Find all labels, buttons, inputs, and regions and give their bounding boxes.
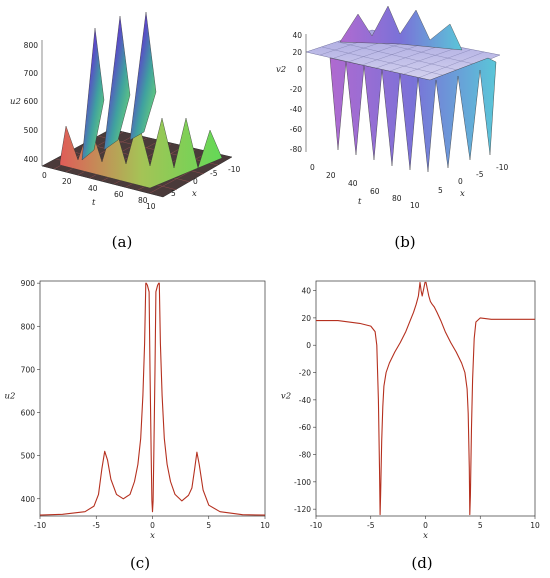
panel-d-y-tick-label: -80 <box>299 451 311 460</box>
panel-d-y-tick-label: -100 <box>294 478 311 487</box>
panel-c-y-tick-label: 400 <box>21 495 36 504</box>
panel-a-x-label: x <box>192 189 197 199</box>
panel-c-y-tick-label: 600 <box>21 409 36 418</box>
panel-c-y-axis-label: u2 <box>5 392 16 402</box>
panel-b-z-tick: 0 <box>297 65 302 74</box>
panel-b-z-tick: -40 <box>290 105 302 114</box>
panel-b-z-tick: -80 <box>290 145 302 154</box>
panel-d-x-tick-label: -5 <box>367 521 375 530</box>
panel-b-t-tick: 60 <box>370 187 380 196</box>
caption-d: (d) <box>411 554 432 572</box>
panel-b-t-tick: 80 <box>392 194 402 203</box>
panel-b-t-ticks: 0 20 40 60 80 <box>310 163 402 203</box>
panel-a-z-ticks: 400 500 600 700 800 <box>24 41 39 164</box>
panel-b-z-tick: -20 <box>290 85 302 94</box>
panel-d-line-plot: -10 -5 0 5 10 40 20 0 -20 -40 -60 -80 -100 -120 x v2 <box>281 280 540 541</box>
panel-d-series-line <box>316 281 535 516</box>
panel-d-y-tick-label: 40 <box>301 287 311 296</box>
panel-a-t-tick: 40 <box>88 184 98 193</box>
panel-b-x-tick: 10 <box>410 201 420 210</box>
panel-b-z-tick: 40 <box>292 31 302 40</box>
panel-a-t-tick: 0 <box>42 171 47 180</box>
panel-b-t-tick: 0 <box>310 163 315 172</box>
panel-c-y-tick-label: 500 <box>21 452 36 461</box>
panel-d-x-axis-label: x <box>423 531 428 541</box>
panel-b-z-ticks: 40 20 0 -20 -40 -60 -80 <box>290 31 302 154</box>
panel-a-t-ticks: 0 20 40 60 80 <box>42 171 148 205</box>
panel-a-x-tick: 0 <box>193 177 198 186</box>
panel-b-curtain <box>329 57 497 173</box>
panel-a-t-tick: 20 <box>62 177 72 186</box>
panel-c-y-tick-label: 700 <box>21 365 36 374</box>
panel-a-spike-3 <box>129 11 157 141</box>
panel-b-x-ticks: 10 5 0 -5 -10 <box>410 163 508 210</box>
panel-a-spike-2 <box>103 15 131 151</box>
panel-d-x-tick-label: 5 <box>478 521 483 530</box>
panel-d-y-tick-label: -40 <box>299 396 311 405</box>
panel-b-x-label: x <box>460 189 465 199</box>
panel-c-x-tick-label: 5 <box>206 521 211 530</box>
panel-a-z-tick: 700 <box>24 69 39 78</box>
caption-a: (a) <box>112 233 133 251</box>
panel-a-surface-plot: 400 500 600 700 800 u2 0 20 40 60 80 t 1… <box>10 11 240 211</box>
panel-b-t-label: t <box>358 197 362 207</box>
panel-d-y-tick-label: -20 <box>299 369 311 378</box>
panel-d-y-tick-label: 20 <box>301 314 311 323</box>
caption-c: (c) <box>130 554 150 572</box>
panel-c-line-plot: -10 -5 0 5 10 400 500 600 700 800 900 x u2 <box>5 279 270 541</box>
panel-a-z-tick: 800 <box>24 41 39 50</box>
panel-d-y-tick-label: 0 <box>306 341 311 350</box>
panel-d-x-tick-label: 10 <box>530 521 540 530</box>
panel-a-x-ticks: 10 5 0 -5 -10 <box>146 165 240 211</box>
panel-b-peaks <box>339 5 463 51</box>
panel-c-x-tick-label: -5 <box>93 521 101 530</box>
caption-b: (b) <box>394 233 415 251</box>
panel-c-series-line <box>39 282 266 516</box>
panel-a-x-tick: -5 <box>210 169 218 178</box>
panel-a-x-tick: 5 <box>171 189 176 198</box>
panel-b-z-tick: -60 <box>290 125 302 134</box>
panel-b-surface-plot: 40 20 0 -20 -40 -60 -80 v2 0 20 40 60 80… <box>276 5 508 210</box>
panel-b-z-label: v2 <box>276 65 286 75</box>
panel-b-x-tick: 0 <box>458 177 463 186</box>
panel-d-y-tick-label: -60 <box>299 423 311 432</box>
panel-d-frame <box>315 280 536 517</box>
panel-d-y-axis-label: v2 <box>281 392 291 402</box>
panel-b-z-tick: 20 <box>292 48 302 57</box>
panel-a-z-tick: 600 <box>24 97 39 106</box>
panel-d-x-tick-label: -10 <box>310 521 322 530</box>
panel-c-frame <box>39 280 266 517</box>
panel-a-x-tick: -10 <box>228 165 240 174</box>
panel-b-t-tick: 20 <box>326 171 336 180</box>
panel-c-y-tick-label: 900 <box>21 279 36 288</box>
panel-c-y-tick-label: 800 <box>21 322 36 331</box>
panel-a-x-tick: 10 <box>146 202 156 211</box>
panel-c-x-tick-label: 0 <box>150 521 155 530</box>
panel-a-t-tick: 80 <box>138 196 148 205</box>
panel-d-y-tick-label: -120 <box>294 505 311 514</box>
panel-b-x-tick: -10 <box>496 163 508 172</box>
panel-b-x-tick: 5 <box>438 186 443 195</box>
panel-a-z-tick: 500 <box>24 126 39 135</box>
panel-c-x-tick-label: -10 <box>34 521 46 530</box>
panel-c-x-axis-label: x <box>150 531 155 541</box>
panel-a-t-label: t <box>92 198 96 208</box>
panel-a-t-tick: 60 <box>114 190 124 199</box>
panel-a-spike-1 <box>81 27 105 161</box>
panel-c-x-tick-label: 10 <box>260 521 270 530</box>
panel-a-z-tick: 400 <box>24 155 39 164</box>
panel-d-x-tick-label: 0 <box>423 521 428 530</box>
panel-a-z-label: u2 <box>10 97 21 107</box>
panel-b-x-tick: -5 <box>476 170 484 179</box>
panel-b-t-tick: 40 <box>348 179 358 188</box>
